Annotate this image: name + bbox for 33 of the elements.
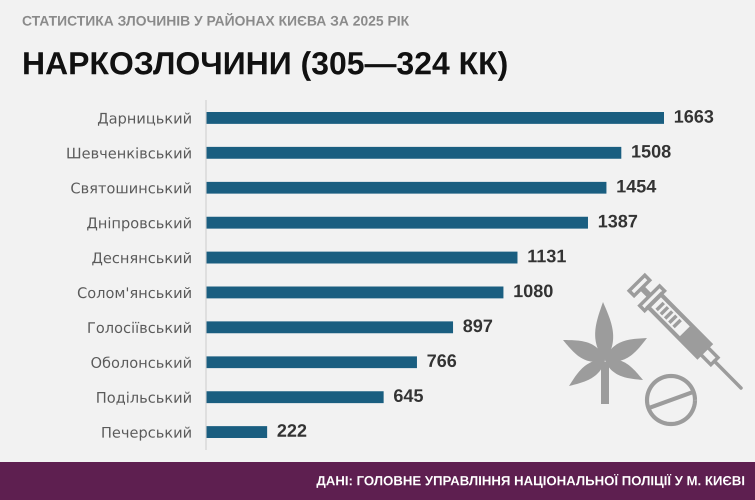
y-tick-label: Деснянський <box>92 252 191 266</box>
y-tick-label: Оболонський <box>91 356 191 368</box>
data-label: 1387 <box>598 214 638 228</box>
y-tick-label: Солом'янський <box>78 286 191 298</box>
y-tick-label: Голосіївський <box>88 322 191 334</box>
y-tick-label: Святошинський <box>71 182 191 194</box>
data-label: 1663 <box>674 110 714 123</box>
bar <box>206 426 268 438</box>
data-label: 1080 <box>514 284 553 298</box>
bar <box>206 321 454 334</box>
bar <box>206 391 384 404</box>
bar <box>206 286 504 298</box>
data-label: 766 <box>427 354 456 368</box>
bar <box>206 146 622 159</box>
y-tick-label: Печерський <box>102 426 191 441</box>
data-label: 222 <box>277 424 306 437</box>
data-label: 897 <box>463 319 492 332</box>
data-label: 1131 <box>528 250 566 262</box>
bar <box>206 252 518 264</box>
data-label: 1508 <box>632 144 671 158</box>
bar <box>206 356 417 368</box>
y-tick-label: Шевченківський <box>67 147 191 159</box>
data-label: 1454 <box>617 180 656 193</box>
bar <box>206 216 588 229</box>
data-label: 645 <box>394 389 423 402</box>
chart-title: НАРКОЗЛОЧИНИ (305—324 КК) <box>24 51 507 81</box>
bar <box>206 112 664 124</box>
text: ДАНІ: ГОЛОВНЕ УПРАВЛІННЯ НАЦІОНАЛЬНОЇ ПОЛІЦІЇ У М. КИЄВІ <box>316 474 744 488</box>
chart-subtitle: СТАТИСТИКА ЗЛОЧИНІВ У РАЙОНАХ КИЄВА ЗА 2025 РІК <box>22 13 410 26</box>
bar <box>206 182 606 194</box>
y-tick-label: Дніпровський <box>87 217 191 232</box>
y-tick-label: Подільський <box>97 392 191 405</box>
y-tick-label: Дарницький <box>98 112 191 127</box>
